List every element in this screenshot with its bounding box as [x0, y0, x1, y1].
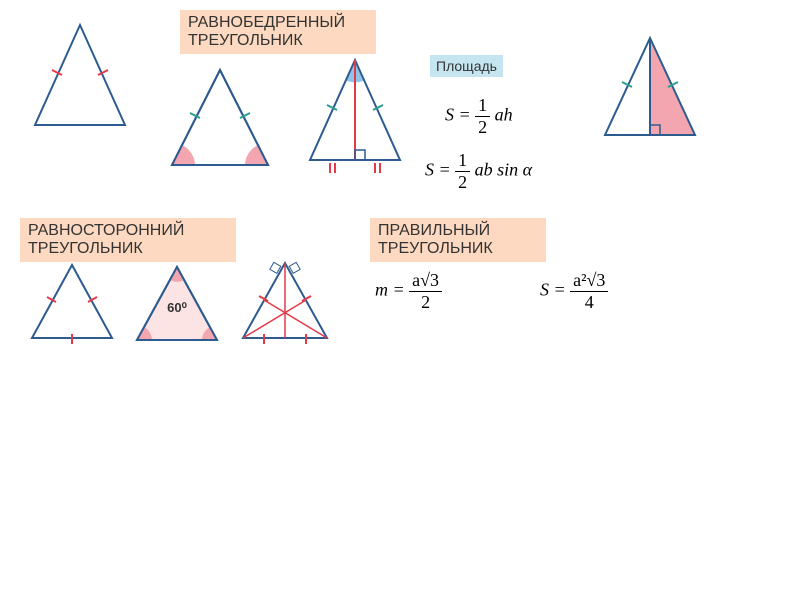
equilateral-label: РАВНОСТОРОННИЙ ТРЕУГОЛЬНИК [20, 218, 236, 262]
isosceles-triangle-angles [160, 65, 280, 175]
area-label: Площадь [430, 55, 503, 77]
isosceles-label: РАВНОБЕДРЕННЫЙ ТРЕУГОЛЬНИК [180, 10, 376, 54]
formula-area-eq: S = a²√34 [540, 270, 608, 313]
isosceles-triangle-basic [20, 15, 140, 135]
equilateral-triangle-basic [25, 260, 120, 350]
formula-area1: S = 12 ah [445, 95, 513, 138]
formula-area2-den: 2 [455, 172, 470, 193]
formula-area1-lhs: S [445, 105, 454, 125]
equilateral-triangle-medians [235, 258, 335, 353]
formula-area2-num: 1 [455, 150, 470, 172]
formula-area1-num: 1 [475, 95, 490, 117]
isosceles-triangle-shaded [590, 30, 710, 150]
formula-median-den: 2 [409, 292, 442, 313]
formula-area2: S = 12 ab sin α [425, 150, 532, 193]
formula-area-eq-den: 4 [570, 292, 608, 313]
equilateral-triangle-60: 60⁰ [130, 262, 225, 347]
area-label-text: Площадь [436, 58, 497, 74]
formula-area-eq-lhs: S [540, 280, 549, 300]
equilateral-label-text: РАВНОСТОРОННИЙ ТРЕУГОЛЬНИК [28, 222, 184, 257]
formula-median: m = a√32 [375, 270, 442, 313]
isosceles-triangle-height [295, 55, 415, 180]
angle-60-text: 60⁰ [167, 300, 187, 315]
formula-area1-den: 2 [475, 117, 490, 138]
regular-label-text: ПРАВИЛЬНЫЙ ТРЕУГОЛЬНИК [378, 222, 493, 257]
formula-median-lhs: m [375, 280, 388, 300]
regular-label: ПРАВИЛЬНЫЙ ТРЕУГОЛЬНИК [370, 218, 546, 262]
formula-area-eq-num: a²√3 [570, 270, 608, 292]
formula-median-num: a√3 [409, 270, 442, 292]
isosceles-label-text: РАВНОБЕДРЕННЫЙ ТРЕУГОЛЬНИК [188, 14, 345, 49]
formula-area1-rhs: ah [495, 105, 513, 125]
formula-area2-lhs: S [425, 160, 434, 180]
formula-area2-rhs: ab sin α [475, 160, 532, 180]
